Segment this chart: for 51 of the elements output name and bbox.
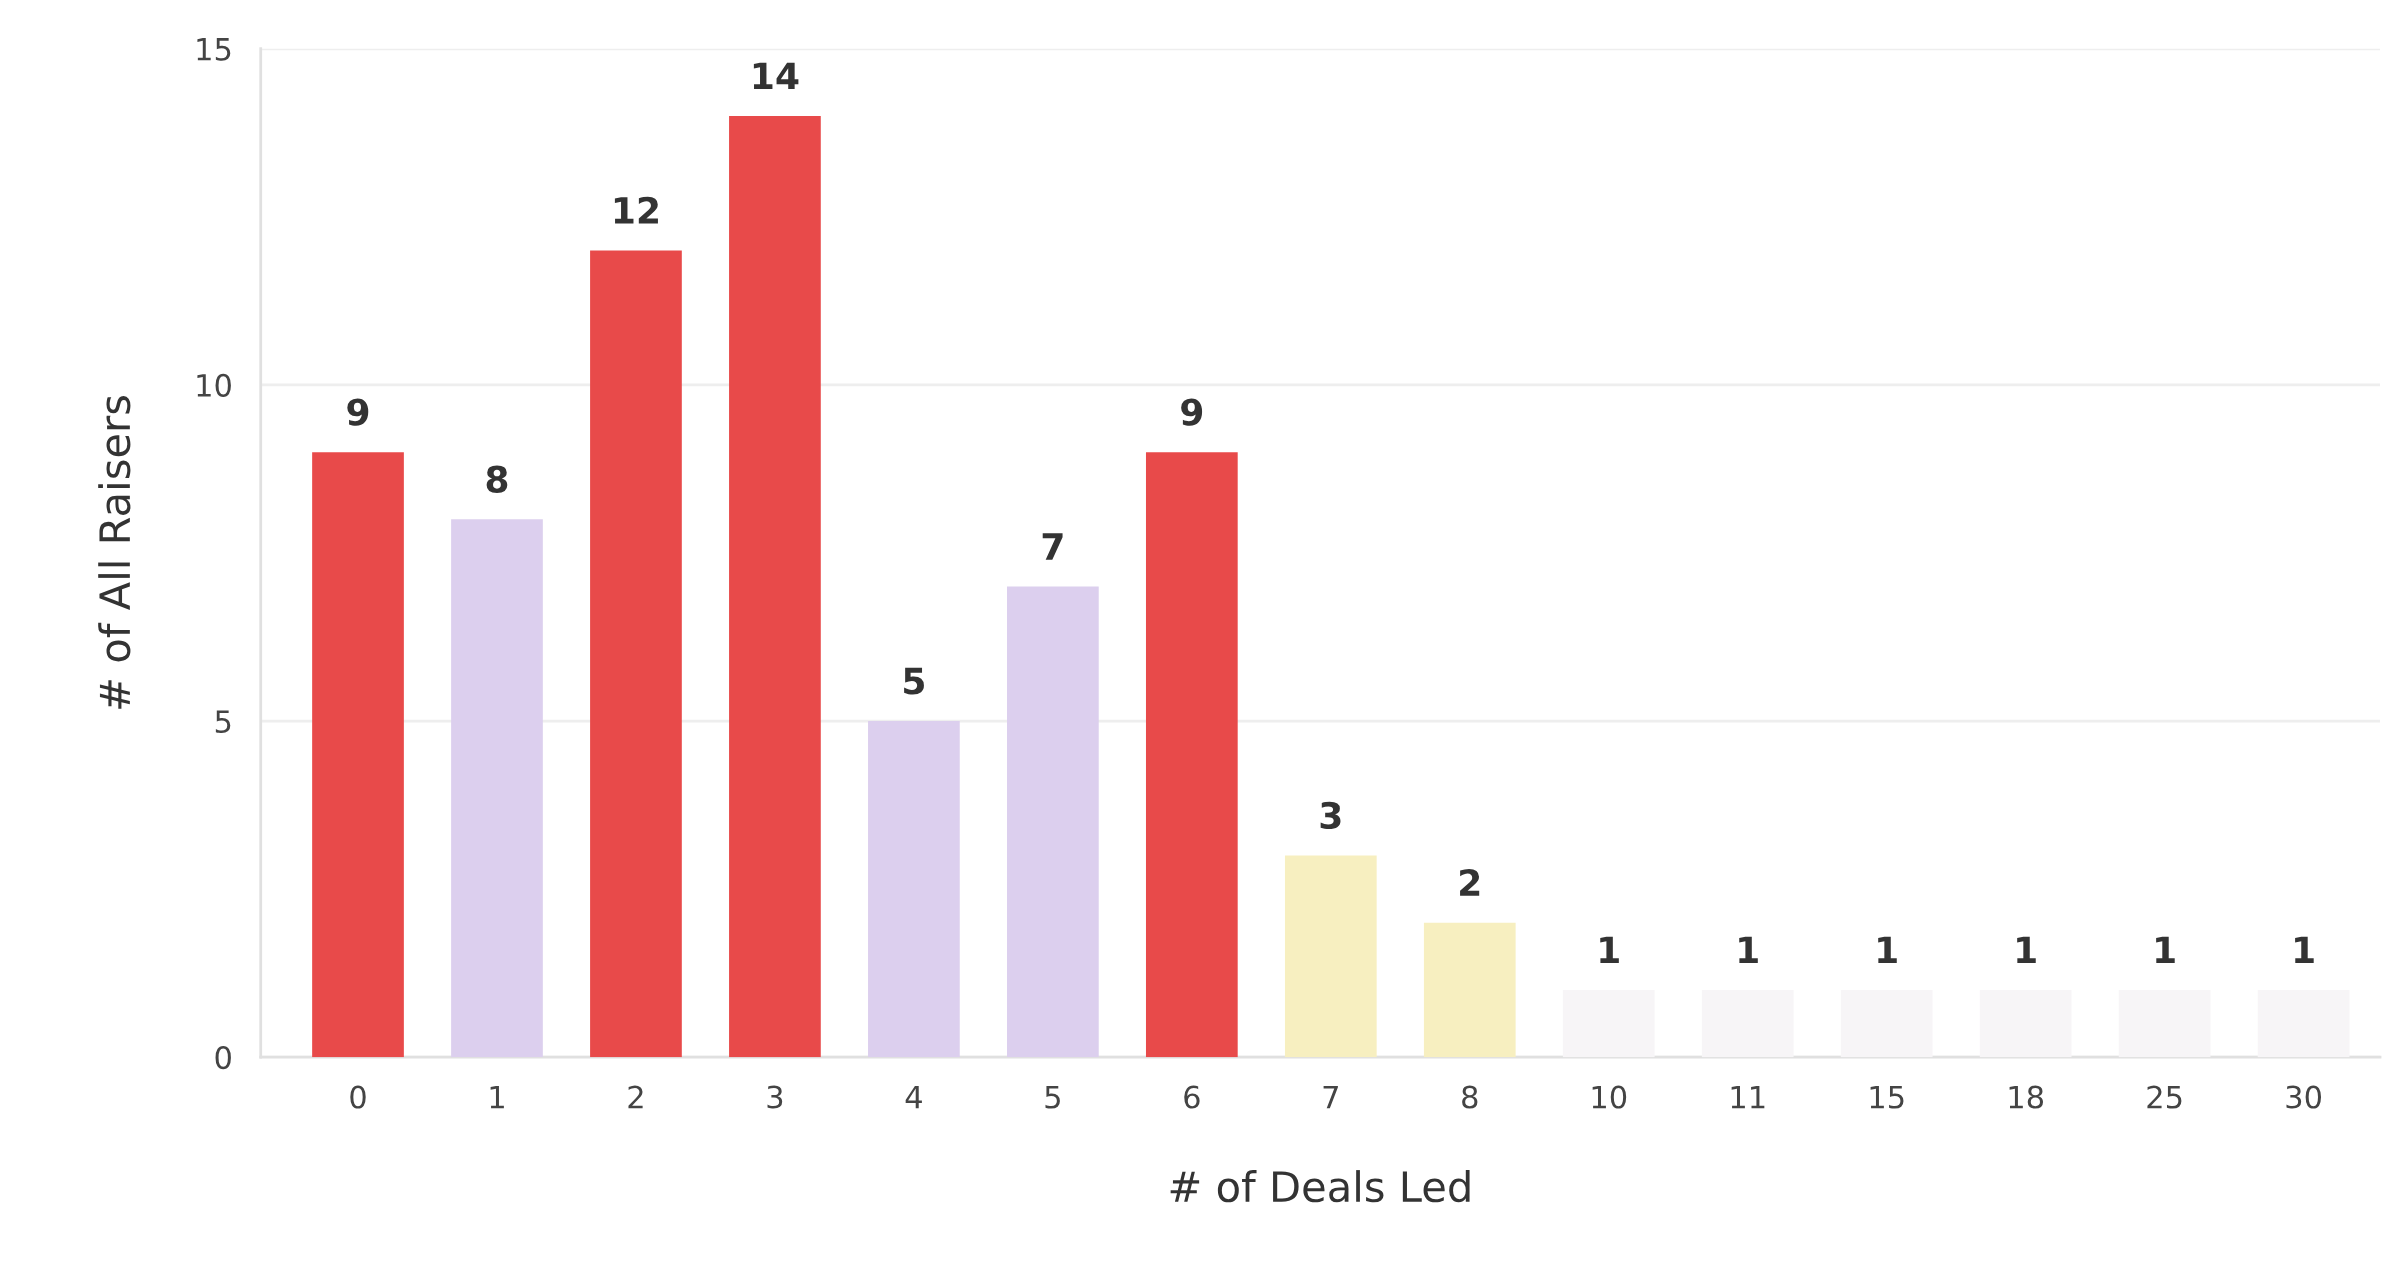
x-tick-label: 15: [1870, 1085, 1904, 1109]
data-label: 3: [1320, 801, 1341, 830]
data-label: 7: [1042, 533, 1063, 560]
x-axis-title: # of Deals Led: [1170, 1170, 1470, 1203]
bar: [2118, 989, 2211, 1058]
y-tick-label: 0: [215, 1046, 231, 1070]
bar: [1007, 586, 1099, 1058]
data-label: 1: [1739, 936, 1758, 964]
data-label: 1: [2017, 936, 2036, 964]
data-label: 1: [2295, 936, 2314, 964]
bar: [1284, 855, 1377, 1058]
data-label: 8: [486, 465, 508, 493]
x-tick-label: 18: [2009, 1085, 2044, 1109]
x-tick-label: 4: [905, 1085, 922, 1109]
y-tick-label: 5: [215, 710, 231, 734]
x-tick-label: 5: [1045, 1085, 1060, 1109]
y-tick-label: 15: [197, 38, 231, 61]
data-label: 1: [1600, 936, 1619, 964]
bar: [312, 452, 404, 1058]
x-tick-label: 8: [1462, 1085, 1478, 1109]
x-tick-label: 0: [350, 1085, 366, 1109]
x-tick-label: 3: [767, 1085, 783, 1109]
data-label: 9: [1181, 398, 1203, 426]
x-tick-label: 11: [1731, 1085, 1765, 1109]
bar: [1701, 989, 1794, 1058]
data-label: 5: [904, 667, 924, 695]
bar: [1562, 989, 1655, 1058]
x-tick-label: 30: [2286, 1085, 2322, 1109]
bar: [1145, 452, 1238, 1058]
data-label: 12: [614, 196, 658, 224]
bar: [1423, 922, 1516, 1058]
x-tick-label: 7: [1323, 1085, 1338, 1109]
data-label: 1: [1878, 936, 1897, 964]
bar: [2257, 989, 2350, 1058]
x-tick-label: 25: [2147, 1085, 2182, 1109]
x-tick-label: 10: [1592, 1085, 1627, 1109]
bar: [1979, 989, 2072, 1058]
x-tick-label: 6: [1184, 1085, 1200, 1109]
data-label: 1: [2156, 936, 2175, 964]
bar: [729, 115, 821, 1058]
y-tick-label: 10: [197, 373, 231, 397]
data-label: 2: [1460, 868, 1480, 896]
data-label: 14: [753, 62, 799, 90]
bar: [1840, 989, 1933, 1058]
bar: [451, 519, 543, 1058]
bar: [590, 250, 682, 1058]
x-tick-label: 2: [628, 1085, 643, 1109]
data-label: 9: [347, 398, 369, 426]
x-tick-label: 1: [490, 1085, 504, 1109]
bar: [868, 721, 960, 1058]
y-axis-title: # of All Raisers: [98, 396, 131, 709]
